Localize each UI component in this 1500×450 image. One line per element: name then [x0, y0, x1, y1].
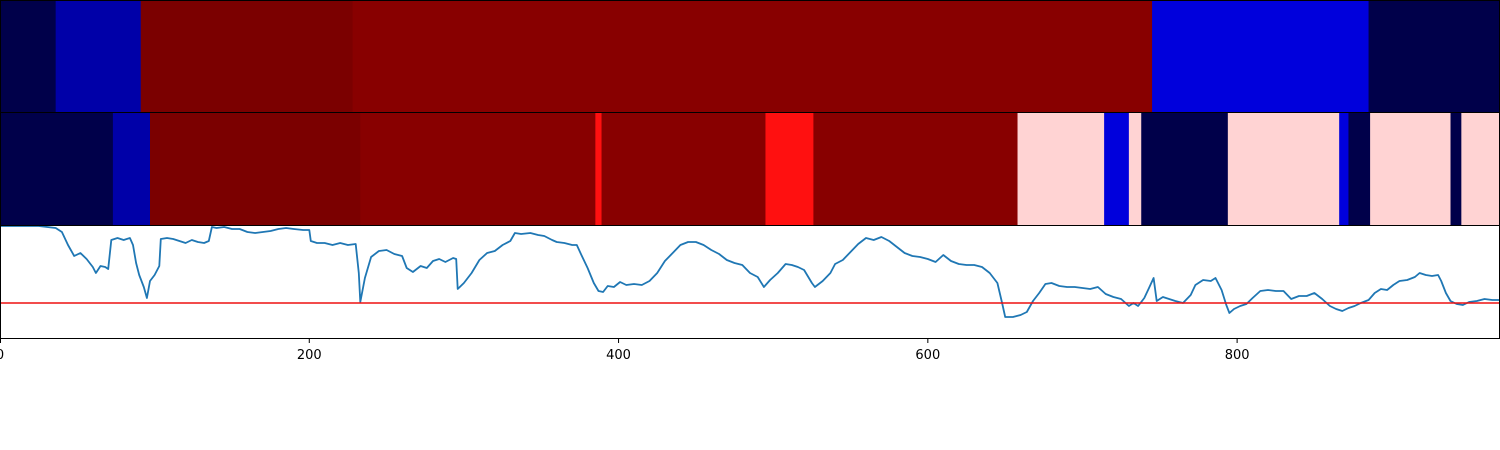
top-color-strip [0, 0, 1500, 113]
strip-segment [352, 1, 1153, 112]
strip-segment [1461, 113, 1500, 225]
strip-segment [1370, 113, 1452, 225]
x-tick-label: 0 [0, 348, 4, 363]
strip-segment [595, 113, 603, 225]
strip-segment [0, 1, 57, 112]
strip-segment [601, 113, 766, 225]
middle-color-strip [0, 112, 1500, 226]
strip-segment [360, 113, 596, 225]
strip-segment [1104, 113, 1130, 225]
x-axis: 0 200 400 600 800 [0, 338, 1250, 363]
strip-segment [765, 113, 814, 225]
x-tick-label: 200 [297, 348, 322, 363]
strip-segment [1227, 113, 1340, 225]
x-tick-label: 600 [915, 348, 940, 363]
strip-segment [1017, 113, 1105, 225]
strip-segment [140, 1, 354, 112]
strip-segment [150, 113, 361, 225]
strip-segment [1368, 1, 1500, 112]
strip-segment [1128, 113, 1142, 225]
strip-segment [112, 113, 151, 225]
x-tick-label: 800 [1225, 348, 1250, 363]
strip-segment [0, 113, 114, 225]
strip-segment [1152, 1, 1370, 112]
line-plot [0, 225, 1500, 339]
plot-area [0, 226, 1500, 318]
strip-segment [55, 1, 142, 112]
strip-segment [1339, 113, 1349, 225]
strip-segment [1450, 113, 1462, 225]
plot-frame [0, 225, 1500, 339]
strip-segment [1348, 113, 1371, 225]
strip-segment [813, 113, 1019, 225]
strip-segment [1141, 113, 1229, 225]
x-tick-label: 400 [606, 348, 631, 363]
